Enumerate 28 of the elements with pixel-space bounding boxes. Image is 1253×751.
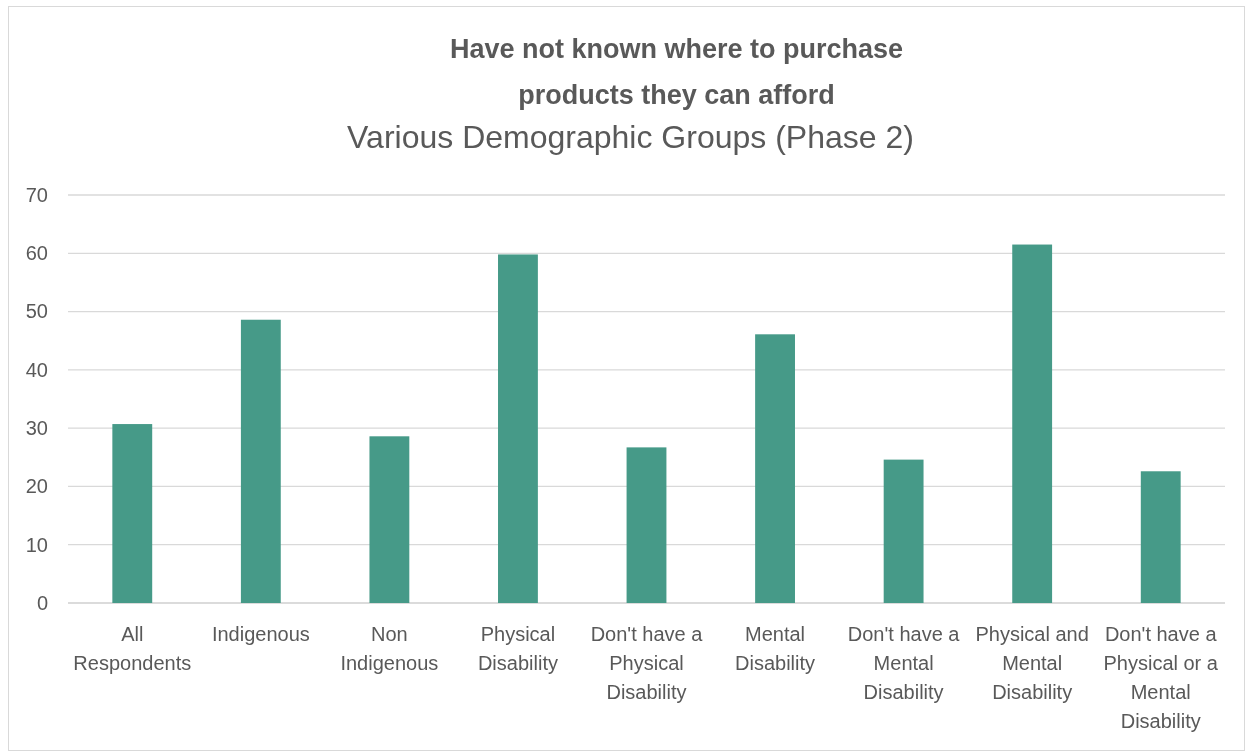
x-tick-label: Don't have a Physical or a Mental Disability xyxy=(1103,623,1219,732)
y-tick-label: 70 xyxy=(25,183,48,206)
x-tick-label: Physical and Mental Disability xyxy=(975,623,1089,703)
bar xyxy=(369,436,410,603)
chart-title: Have not known where to purchase products they can afford xyxy=(449,34,904,110)
bar xyxy=(1012,244,1053,603)
x-tick-label: Indigenous xyxy=(211,623,310,645)
bar xyxy=(883,459,924,603)
y-tick-label: 30 xyxy=(25,417,48,440)
x-tick-label: Don't have a Mental Disability xyxy=(847,623,961,703)
y-tick-label: 0 xyxy=(36,591,48,614)
bar xyxy=(755,334,795,603)
x-tick-label: All Respondents xyxy=(73,623,192,674)
bar xyxy=(112,424,153,603)
x-tick-label: Non Indigenous xyxy=(340,623,439,674)
bar xyxy=(240,319,281,603)
y-tick-label: 50 xyxy=(25,300,48,323)
bar xyxy=(626,447,667,603)
bar xyxy=(1140,471,1181,603)
x-tick-label: Physical Disability xyxy=(477,623,558,674)
y-tick-label: 10 xyxy=(25,533,48,556)
x-tick-label: Don't have a Physical Disability xyxy=(590,623,704,703)
y-tick-label: 40 xyxy=(25,358,48,381)
chart-subtitle: Various Demographic Groups (Phase 2) xyxy=(347,119,914,155)
x-tick-label: Mental Disability xyxy=(735,623,816,674)
bar xyxy=(498,254,538,603)
y-tick-label: 20 xyxy=(25,475,48,498)
y-tick-label: 60 xyxy=(25,242,48,265)
